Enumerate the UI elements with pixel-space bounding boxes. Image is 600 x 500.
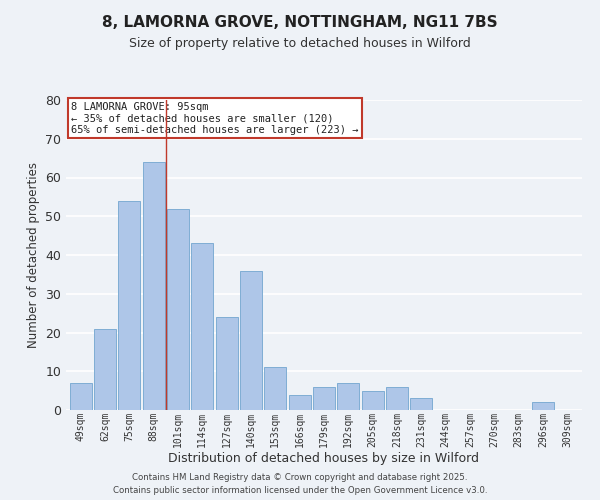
Bar [191,244,213,410]
Bar [240,270,262,410]
Bar [167,208,189,410]
Bar [94,328,116,410]
X-axis label: Distribution of detached houses by size in Wilford: Distribution of detached houses by size … [169,452,479,465]
Text: 8, LAMORNA GROVE, NOTTINGHAM, NG11 7BS: 8, LAMORNA GROVE, NOTTINGHAM, NG11 7BS [102,15,498,30]
Bar [118,200,140,410]
Bar [143,162,164,410]
Bar [386,387,408,410]
Bar [70,383,92,410]
Bar [532,402,554,410]
Bar [313,387,335,410]
Text: 8 LAMORNA GROVE: 95sqm
← 35% of detached houses are smaller (120)
65% of semi-de: 8 LAMORNA GROVE: 95sqm ← 35% of detached… [71,102,359,134]
Text: Size of property relative to detached houses in Wilford: Size of property relative to detached ho… [129,38,471,51]
Bar [265,368,286,410]
Bar [215,317,238,410]
Y-axis label: Number of detached properties: Number of detached properties [26,162,40,348]
Bar [362,390,383,410]
Bar [410,398,433,410]
Bar [337,383,359,410]
Bar [289,394,311,410]
Text: Contains HM Land Registry data © Crown copyright and database right 2025.
Contai: Contains HM Land Registry data © Crown c… [113,474,487,495]
